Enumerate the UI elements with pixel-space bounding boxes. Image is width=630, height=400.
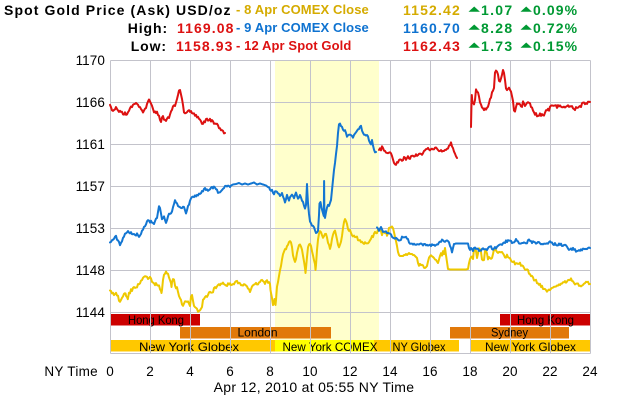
svg-text:New York COMEX: New York COMEX [283, 340, 378, 354]
svg-text:London: London [238, 326, 278, 340]
svg-text:NY Globex: NY Globex [393, 340, 446, 354]
svg-text:New York Globex: New York Globex [139, 340, 239, 354]
svg-text:Hong Kong: Hong Kong [517, 313, 574, 327]
svg-text:Hong Kong: Hong Kong [128, 313, 184, 327]
svg-text:New York Globex: New York Globex [485, 340, 576, 354]
svg-text:Sydney: Sydney [491, 326, 528, 340]
